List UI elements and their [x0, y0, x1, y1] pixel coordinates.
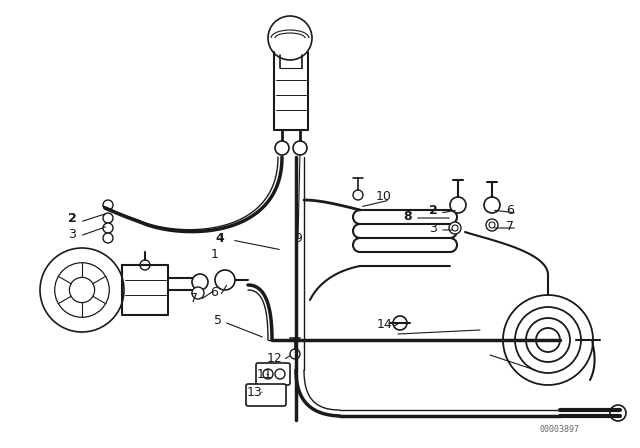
- Circle shape: [103, 223, 113, 233]
- Text: 5: 5: [214, 314, 222, 327]
- Text: 8: 8: [404, 210, 412, 223]
- Circle shape: [263, 369, 273, 379]
- Text: 4: 4: [216, 232, 225, 245]
- Circle shape: [275, 369, 285, 379]
- Text: 14: 14: [377, 319, 393, 332]
- Text: 3: 3: [68, 228, 76, 241]
- Circle shape: [290, 349, 300, 359]
- Text: 12: 12: [267, 352, 283, 365]
- Circle shape: [393, 316, 407, 330]
- Text: 00003897: 00003897: [540, 426, 580, 435]
- Circle shape: [560, 332, 576, 348]
- Text: 6: 6: [210, 287, 218, 300]
- Circle shape: [293, 141, 307, 155]
- Circle shape: [486, 219, 498, 231]
- Text: 7: 7: [506, 220, 514, 233]
- Text: 11: 11: [257, 367, 273, 380]
- Text: 1: 1: [211, 249, 219, 262]
- Circle shape: [215, 270, 235, 290]
- Circle shape: [489, 222, 495, 228]
- Text: 7: 7: [190, 292, 198, 305]
- Circle shape: [103, 200, 113, 210]
- Circle shape: [450, 197, 466, 213]
- Circle shape: [526, 318, 570, 362]
- Circle shape: [54, 263, 109, 317]
- Circle shape: [103, 233, 113, 243]
- Circle shape: [103, 213, 113, 223]
- Circle shape: [503, 295, 593, 385]
- Circle shape: [449, 222, 461, 234]
- Circle shape: [192, 287, 204, 299]
- Text: 2: 2: [68, 211, 76, 224]
- Text: 6: 6: [506, 203, 514, 216]
- Circle shape: [515, 307, 581, 373]
- Text: 10: 10: [376, 190, 392, 202]
- Circle shape: [275, 141, 289, 155]
- Circle shape: [484, 197, 500, 213]
- Circle shape: [268, 16, 312, 60]
- Circle shape: [536, 328, 560, 352]
- Circle shape: [140, 260, 150, 270]
- Circle shape: [192, 274, 208, 290]
- Circle shape: [353, 190, 363, 200]
- Text: 3: 3: [429, 221, 437, 234]
- FancyBboxPatch shape: [246, 384, 286, 406]
- Circle shape: [40, 248, 124, 332]
- Circle shape: [610, 405, 626, 421]
- Text: 9: 9: [294, 232, 302, 245]
- Circle shape: [452, 225, 458, 231]
- Text: 2: 2: [429, 203, 437, 216]
- Text: 13: 13: [247, 387, 263, 400]
- Circle shape: [69, 277, 95, 302]
- FancyBboxPatch shape: [256, 363, 290, 385]
